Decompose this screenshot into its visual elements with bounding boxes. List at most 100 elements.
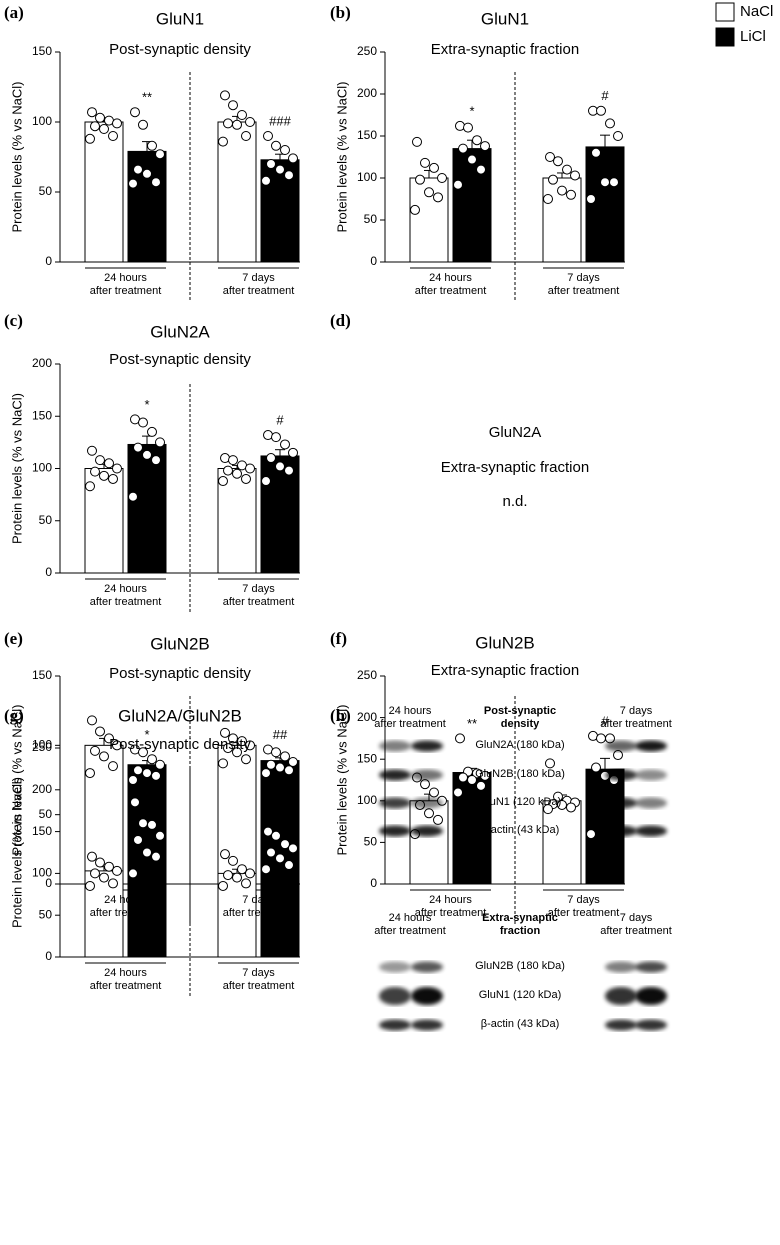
- panel-label: (d): [330, 311, 351, 330]
- data-point: [284, 765, 294, 776]
- data-point: [104, 861, 114, 872]
- data-point: [453, 179, 463, 190]
- blot-band: [605, 769, 637, 781]
- data-point: [223, 118, 233, 129]
- data-point: [95, 112, 105, 123]
- data-point: [155, 759, 165, 770]
- y-tick-label: 0: [45, 254, 52, 268]
- data-point: [108, 761, 118, 772]
- data-point: [433, 814, 443, 825]
- data-point: [133, 442, 143, 453]
- significance-label: *: [469, 103, 474, 118]
- x-tick-label: 24 hours after treatment: [89, 894, 162, 919]
- data-point: [480, 770, 490, 781]
- blot-header: 7 days after treatment: [600, 705, 672, 730]
- data-point: [90, 868, 100, 879]
- band-label: GluN1 (120 kDa): [478, 796, 562, 808]
- data-point: [237, 110, 247, 120]
- data-point: [155, 830, 165, 841]
- data-point: [99, 470, 109, 481]
- data-point: [472, 135, 482, 146]
- y-tick-label: 150: [32, 408, 52, 422]
- x-tick-label: 24 hours after treatment: [414, 894, 487, 919]
- data-point: [147, 426, 157, 437]
- y-tick-label: 150: [32, 44, 52, 58]
- data-point: [271, 830, 281, 841]
- significance-label: #: [601, 713, 609, 728]
- data-point: [218, 476, 228, 487]
- data-point: [266, 759, 276, 770]
- data-point: [232, 872, 242, 883]
- data-point: [220, 90, 230, 101]
- y-tick-label: 150: [357, 751, 377, 765]
- data-point: [147, 754, 157, 765]
- significance-label: #: [601, 88, 609, 103]
- data-point: [467, 775, 477, 785]
- blot-band: [379, 797, 411, 809]
- data-point: [112, 865, 122, 876]
- blot-band: [635, 961, 667, 973]
- data-point: [280, 839, 290, 850]
- data-point: [232, 468, 242, 479]
- data-point: [232, 747, 242, 758]
- data-point: [566, 802, 576, 813]
- data-point: [288, 756, 298, 767]
- data-point: [85, 481, 95, 492]
- x-tick-label: 7 days after treatment: [222, 967, 295, 992]
- blot-band: [379, 961, 411, 973]
- data-point: [112, 118, 122, 129]
- y-tick-label: 200: [32, 356, 52, 370]
- data-point: [261, 175, 271, 186]
- data-point: [99, 124, 109, 134]
- significance-label: ***: [139, 780, 154, 795]
- y-tick-label: 100: [32, 738, 52, 752]
- legend-label: LiCl: [740, 28, 766, 45]
- chart-title: GluN2B: [475, 633, 535, 652]
- data-point: [480, 141, 490, 152]
- y-axis-label: Protein levels (% vs NaCl): [9, 705, 24, 856]
- data-point: [266, 159, 276, 169]
- blot-header: 7 days after treatment: [600, 912, 672, 937]
- panel-text: Extra-synaptic fraction: [441, 459, 589, 476]
- data-point: [218, 136, 228, 147]
- data-point: [142, 847, 152, 858]
- blot-band: [379, 769, 411, 781]
- data-point: [142, 168, 152, 179]
- chart-title: GluN2A/GluN2B: [118, 706, 242, 725]
- data-point: [90, 121, 100, 132]
- data-point: [288, 843, 298, 854]
- data-point: [223, 743, 233, 754]
- data-point: [455, 733, 465, 744]
- data-point: [237, 736, 247, 747]
- data-point: [108, 473, 118, 484]
- data-point: [275, 853, 285, 864]
- data-point: [228, 455, 238, 466]
- data-point: [133, 834, 143, 845]
- data-point: [548, 174, 558, 185]
- data-point: [85, 880, 95, 891]
- data-point: [85, 768, 95, 779]
- chart-subtitle: Post-synaptic density: [109, 351, 251, 368]
- data-point: [112, 740, 122, 751]
- bar: [217, 468, 257, 574]
- data-point: [104, 458, 114, 469]
- blot-band: [605, 961, 637, 973]
- data-point: [147, 140, 157, 151]
- data-point: [155, 437, 165, 448]
- x-tick-label: 7 days after treatment: [222, 272, 295, 297]
- y-tick-label: 200: [357, 86, 377, 100]
- band-label: GluN1 (120 kDa): [478, 989, 562, 1001]
- data-point: [241, 878, 251, 889]
- data-point: [275, 461, 285, 472]
- x-tick-label: 24 hours after treatment: [89, 272, 162, 297]
- data-point: [245, 463, 255, 474]
- data-point: [218, 880, 228, 891]
- significance-label: #: [276, 412, 284, 427]
- data-point: [605, 118, 615, 129]
- data-point: [591, 147, 601, 158]
- data-point: [288, 153, 298, 164]
- blot-band: [605, 740, 637, 752]
- data-point: [609, 177, 619, 188]
- legend-swatch: [715, 2, 735, 22]
